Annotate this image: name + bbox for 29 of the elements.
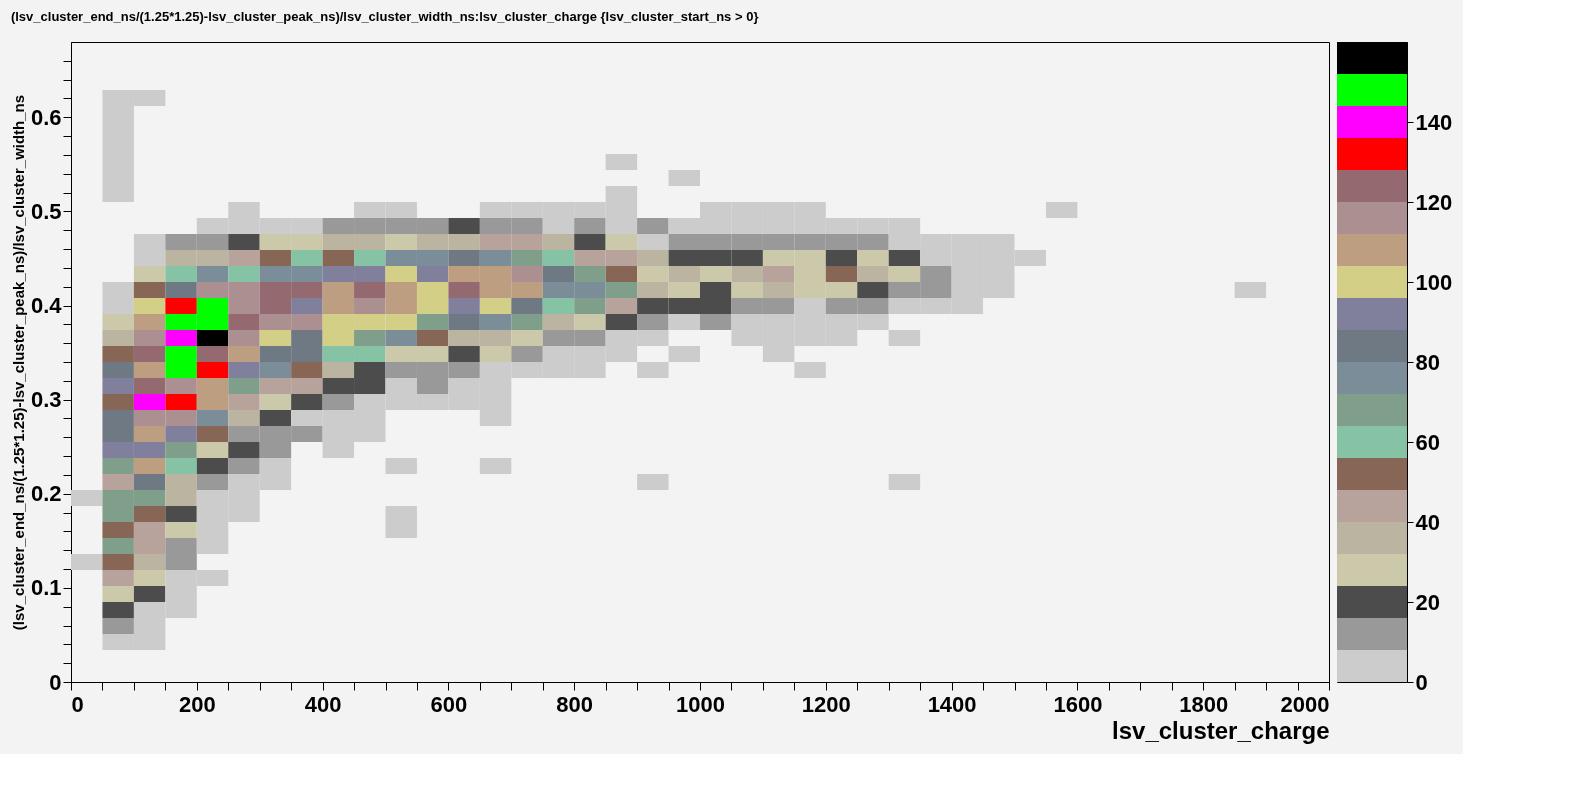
chart-title: (lsv_cluster_end_ns/(1.25*1.25)-lsv_cluster_peak_ns)/lsv_cluster_width_ns:lsv_cluster_charge {lsv_cluster_start_ns > 0} (10, 8, 759, 24)
color-bar-label: 40 (1415, 509, 1440, 535)
y-tick-label: 0.5 (30, 198, 62, 224)
x-tick-label: 1400 (927, 691, 977, 717)
color-bar-label: 60 (1415, 429, 1440, 455)
x-tick-label: 400 (304, 691, 342, 717)
y-tick-label: 0.3 (30, 387, 62, 413)
y-tick-label: 0.6 (30, 104, 62, 130)
x-tick-label: 600 (430, 691, 468, 717)
color-bar-label: 120 (1415, 189, 1453, 215)
x-tick-label: 1800 (1179, 691, 1229, 717)
x-tick-label: 800 (556, 691, 594, 717)
x-tick-label: 200 (178, 691, 216, 717)
x-tick-label: 0 (71, 691, 84, 717)
x-tick-label: 1600 (1053, 691, 1103, 717)
color-bar-label: 0 (1415, 669, 1428, 695)
y-tick-label: 0.4 (30, 293, 63, 319)
color-bar-label: 80 (1415, 349, 1440, 375)
y-tick-label: 0.1 (30, 575, 62, 601)
x-tick-label: 1000 (676, 691, 725, 717)
color-bar-label: 100 (1415, 269, 1453, 295)
x-axis-title: lsv_cluster_charge (1112, 716, 1330, 744)
y-axis-title: (lsv_cluster_end_ns/(1.25*1.25)-lsv_cluster_peak_ns)/lsv_cluster_width_ns (9, 94, 27, 631)
color-bar-label: 20 (1415, 589, 1440, 615)
x-tick-label: 1200 (801, 691, 851, 717)
y-tick-label: 0 (49, 669, 62, 695)
y-tick-label: 0.2 (30, 481, 62, 507)
x-tick-label: 2000 (1280, 691, 1330, 717)
color-bar-label: 140 (1415, 109, 1453, 135)
